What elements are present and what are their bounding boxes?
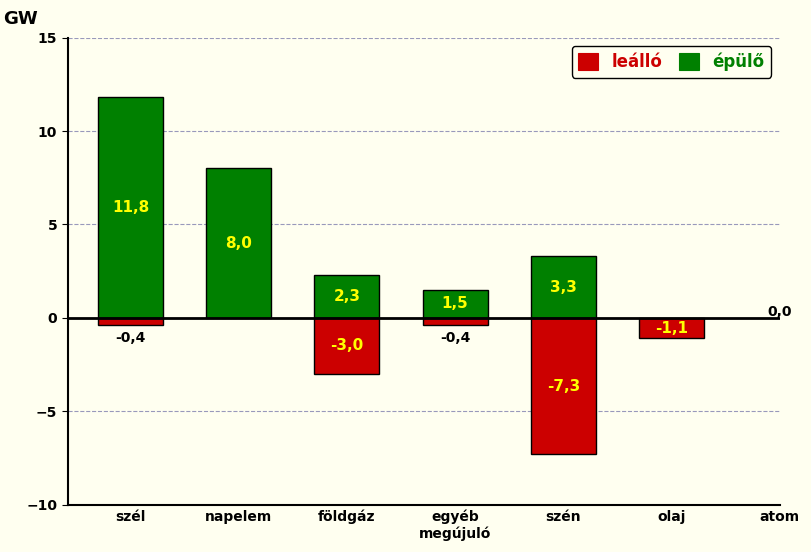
Bar (423, 318, 487, 325)
Bar (98, 318, 163, 325)
Text: GW: GW (3, 10, 38, 28)
Text: -0,4: -0,4 (115, 331, 146, 345)
Text: 11,8: 11,8 (112, 200, 149, 215)
Bar (206, 168, 271, 318)
Bar (315, 318, 380, 374)
Bar (315, 275, 380, 318)
Text: -0,4: -0,4 (440, 331, 470, 345)
Text: 2,3: 2,3 (333, 289, 360, 304)
Bar (639, 318, 704, 338)
Bar (531, 318, 596, 454)
Text: 8,0: 8,0 (225, 236, 252, 251)
Legend: leálló, épülő: leálló, épülő (572, 46, 771, 78)
Text: -1,1: -1,1 (655, 321, 688, 336)
Bar (423, 290, 487, 318)
Text: -3,0: -3,0 (330, 338, 363, 353)
Bar (98, 97, 163, 318)
Text: 0,0: 0,0 (767, 305, 792, 319)
Text: 1,5: 1,5 (442, 296, 469, 311)
Bar (531, 256, 596, 318)
Text: -7,3: -7,3 (547, 379, 580, 394)
Text: 3,3: 3,3 (550, 279, 577, 295)
